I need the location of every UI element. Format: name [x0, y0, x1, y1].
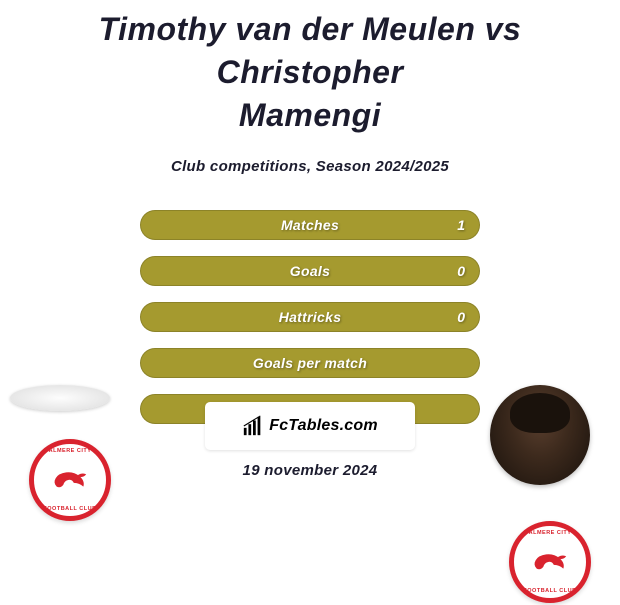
brand-text: FcTables.com	[269, 417, 378, 435]
title-line-1: Timothy van der Meulen vs Christopher	[99, 11, 522, 90]
stat-label: Matches	[281, 217, 339, 233]
brand-badge: FcTables.com	[205, 402, 415, 450]
flamingo-icon	[51, 465, 89, 495]
stat-value-right: 0	[457, 309, 465, 325]
stat-bar-goals-per-match: Goals per match	[140, 348, 480, 378]
player-right-photo	[490, 385, 590, 485]
stat-bar-goals: Goals 0	[140, 256, 480, 286]
stat-bar-matches: Matches 1	[140, 210, 480, 240]
stat-label: Goals	[290, 263, 330, 279]
stat-value-right: 1	[457, 217, 465, 233]
subtitle: Club competitions, Season 2024/2025	[0, 158, 620, 175]
badge-text-bottom: FOOTBALL CLUB	[514, 588, 586, 594]
stat-bar-hattricks: Hattricks 0	[140, 302, 480, 332]
left-club-badge: ALMERE CITY FOOTBALL CLUB	[20, 438, 120, 523]
stat-label: Hattricks	[279, 309, 342, 325]
title-line-2: Mamengi	[239, 97, 381, 133]
bar-chart-icon	[242, 415, 264, 437]
flamingo-icon	[531, 547, 569, 577]
stat-value-right: 0	[457, 263, 465, 279]
player-left-placeholder	[10, 385, 110, 411]
badge-text-bottom: FOOTBALL CLUB	[34, 506, 106, 512]
right-club-badge: ALMERE CITY FOOTBALL CLUB	[500, 520, 600, 605]
date-text: 19 november 2024	[243, 462, 378, 479]
stat-label: Goals per match	[253, 355, 367, 371]
page-title: Timothy van der Meulen vs Christopher Ma…	[0, 0, 620, 138]
